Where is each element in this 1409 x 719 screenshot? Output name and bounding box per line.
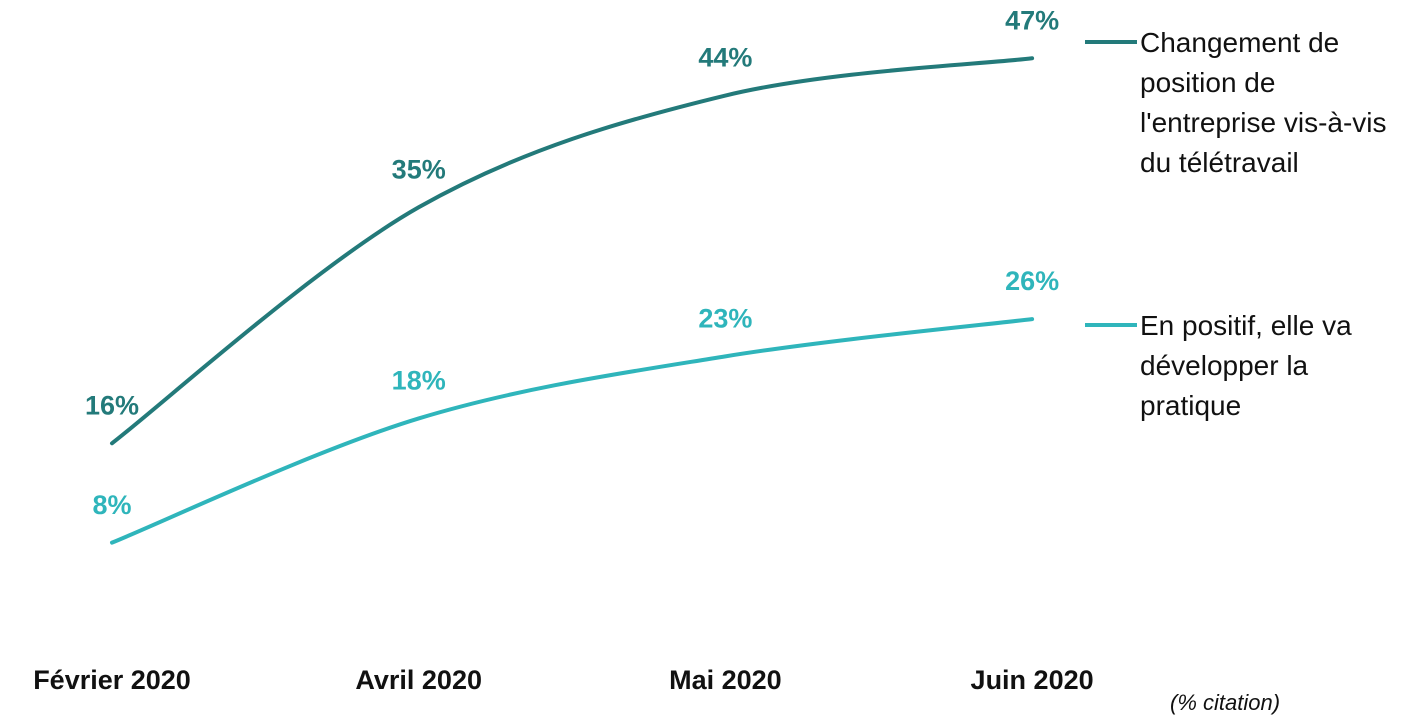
- note: (% citation): [1170, 690, 1281, 715]
- value-label: 8%: [92, 490, 131, 520]
- value-label: 26%: [1005, 266, 1059, 296]
- value-label: 44%: [698, 43, 752, 73]
- value-label: 23%: [698, 303, 752, 333]
- value-label: 18%: [392, 366, 446, 396]
- x-tick-label: Avril 2020: [355, 665, 482, 695]
- x-tick-label: Février 2020: [33, 665, 191, 695]
- legend-label: En positif, elle va développer la pratiq…: [1140, 310, 1352, 421]
- legend-label: Changement de position de l'entreprise v…: [1140, 27, 1387, 178]
- line: [110, 317, 1035, 545]
- line: [110, 56, 1035, 446]
- value-label: 16%: [85, 390, 139, 420]
- x-tick-label: Mai 2020: [669, 665, 782, 695]
- value-label: 35%: [392, 154, 446, 184]
- value-label: 47%: [1005, 5, 1059, 35]
- x-tick-label: Juin 2020: [971, 665, 1094, 695]
